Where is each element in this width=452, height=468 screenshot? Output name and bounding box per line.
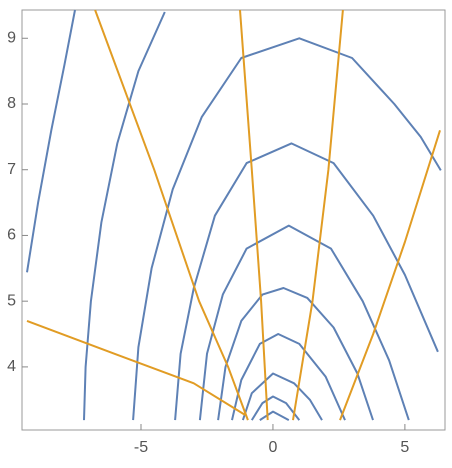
contour-line: [132, 37, 442, 421]
contour-line: [231, 333, 346, 421]
contour-line: [239, 9, 269, 421]
y-tick-label: 7: [7, 161, 16, 178]
y-tick-label: 9: [7, 29, 16, 46]
x-tick-label: 5: [400, 439, 409, 456]
contour-line: [241, 372, 323, 421]
y-tick-label: 5: [7, 292, 16, 309]
contour-line: [94, 9, 249, 421]
contour-line: [259, 410, 290, 421]
contour-line: [198, 224, 410, 421]
x-tick-label: -5: [134, 439, 148, 456]
y-tick-label: 4: [7, 358, 16, 375]
y-tick-label: 6: [7, 227, 16, 244]
contour-line: [26, 9, 76, 273]
x-tick-label: 0: [268, 439, 277, 456]
contour-line: [26, 319, 246, 416]
y-tick-label: 8: [7, 95, 16, 112]
plot-frame: [21, 9, 446, 431]
contour-line: [250, 395, 301, 421]
contour-line: [217, 287, 374, 421]
contour-line: [339, 130, 441, 421]
contour-line: [83, 11, 166, 421]
contour-line: [174, 142, 439, 421]
contour-line: [292, 9, 344, 421]
